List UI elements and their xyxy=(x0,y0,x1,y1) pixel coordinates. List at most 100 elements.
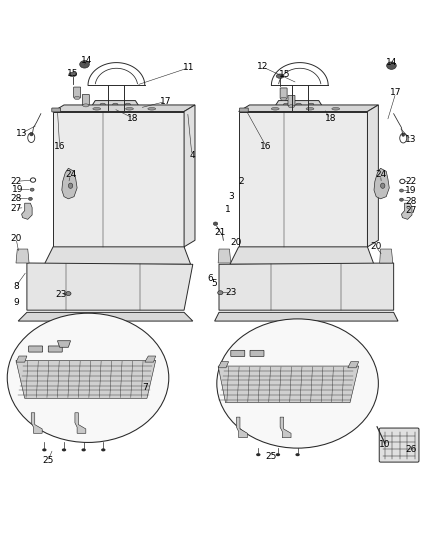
Ellipse shape xyxy=(387,62,396,69)
Polygon shape xyxy=(280,417,291,438)
Ellipse shape xyxy=(125,103,131,106)
FancyBboxPatch shape xyxy=(250,350,264,357)
Text: 25: 25 xyxy=(266,452,277,461)
Polygon shape xyxy=(21,203,32,220)
Polygon shape xyxy=(53,105,195,111)
Text: 3: 3 xyxy=(228,192,234,201)
Ellipse shape xyxy=(332,108,340,110)
Text: 19: 19 xyxy=(405,187,417,196)
Polygon shape xyxy=(402,203,412,220)
Text: 26: 26 xyxy=(406,446,417,454)
Polygon shape xyxy=(75,413,86,433)
Ellipse shape xyxy=(81,448,86,451)
Polygon shape xyxy=(230,247,374,264)
Polygon shape xyxy=(184,105,195,247)
Ellipse shape xyxy=(126,108,134,110)
Text: 8: 8 xyxy=(13,281,19,290)
Text: 16: 16 xyxy=(54,142,65,151)
Text: 23: 23 xyxy=(226,288,237,297)
Ellipse shape xyxy=(148,108,155,110)
Text: 13: 13 xyxy=(405,135,417,144)
Text: 24: 24 xyxy=(65,171,76,179)
Text: 27: 27 xyxy=(10,204,21,213)
Polygon shape xyxy=(219,263,394,310)
Text: 14: 14 xyxy=(386,58,397,67)
Ellipse shape xyxy=(69,72,77,77)
Ellipse shape xyxy=(276,453,280,456)
Text: 20: 20 xyxy=(10,233,21,243)
Polygon shape xyxy=(16,356,27,362)
Text: 17: 17 xyxy=(160,97,172,106)
Polygon shape xyxy=(367,105,378,247)
Text: 15: 15 xyxy=(67,69,78,78)
Text: 14: 14 xyxy=(81,56,92,66)
Text: 16: 16 xyxy=(261,142,272,151)
Text: 7: 7 xyxy=(142,383,148,392)
Polygon shape xyxy=(16,360,155,398)
Text: 1: 1 xyxy=(225,205,231,214)
Ellipse shape xyxy=(28,197,32,200)
Ellipse shape xyxy=(256,453,261,456)
Text: 23: 23 xyxy=(55,290,67,300)
Ellipse shape xyxy=(83,104,89,107)
Text: 18: 18 xyxy=(325,115,336,124)
Ellipse shape xyxy=(218,290,223,295)
Ellipse shape xyxy=(100,103,106,106)
Text: 15: 15 xyxy=(279,70,290,79)
Ellipse shape xyxy=(295,453,300,456)
Polygon shape xyxy=(57,341,71,348)
FancyBboxPatch shape xyxy=(379,428,419,462)
Ellipse shape xyxy=(276,74,284,78)
Polygon shape xyxy=(218,249,231,263)
Text: 25: 25 xyxy=(42,456,53,465)
Text: 22: 22 xyxy=(406,177,417,186)
Text: 12: 12 xyxy=(257,62,268,71)
FancyBboxPatch shape xyxy=(280,88,287,99)
Ellipse shape xyxy=(74,96,80,100)
Polygon shape xyxy=(44,247,191,264)
Polygon shape xyxy=(239,111,367,247)
Ellipse shape xyxy=(80,61,89,68)
Text: 13: 13 xyxy=(16,129,28,138)
FancyBboxPatch shape xyxy=(288,95,295,106)
Polygon shape xyxy=(237,417,247,438)
Ellipse shape xyxy=(381,183,385,188)
FancyBboxPatch shape xyxy=(28,346,42,352)
Polygon shape xyxy=(16,249,29,263)
Polygon shape xyxy=(218,366,359,403)
Text: 4: 4 xyxy=(189,151,195,160)
Text: 17: 17 xyxy=(390,88,402,97)
Polygon shape xyxy=(380,249,393,263)
Ellipse shape xyxy=(281,98,287,100)
Ellipse shape xyxy=(309,103,314,106)
Ellipse shape xyxy=(66,292,71,295)
Polygon shape xyxy=(62,168,77,199)
Ellipse shape xyxy=(399,189,403,192)
Ellipse shape xyxy=(101,448,106,451)
Text: 22: 22 xyxy=(11,177,21,186)
Polygon shape xyxy=(348,362,359,368)
Ellipse shape xyxy=(399,198,403,201)
FancyBboxPatch shape xyxy=(52,108,60,112)
Polygon shape xyxy=(145,356,155,362)
Polygon shape xyxy=(90,101,141,108)
Ellipse shape xyxy=(402,133,405,136)
Ellipse shape xyxy=(42,448,46,451)
Ellipse shape xyxy=(296,103,301,106)
Ellipse shape xyxy=(68,183,73,188)
Polygon shape xyxy=(218,362,229,368)
Polygon shape xyxy=(18,312,193,321)
Text: 11: 11 xyxy=(183,63,194,72)
Ellipse shape xyxy=(306,108,314,110)
Ellipse shape xyxy=(30,133,33,136)
Polygon shape xyxy=(215,312,398,321)
Text: 5: 5 xyxy=(212,279,218,288)
Ellipse shape xyxy=(7,313,169,442)
Text: 19: 19 xyxy=(12,185,24,194)
Text: 28: 28 xyxy=(406,197,417,206)
Polygon shape xyxy=(374,168,389,199)
Ellipse shape xyxy=(271,108,279,110)
Text: 21: 21 xyxy=(215,228,226,237)
Ellipse shape xyxy=(30,188,34,191)
Polygon shape xyxy=(53,111,184,247)
